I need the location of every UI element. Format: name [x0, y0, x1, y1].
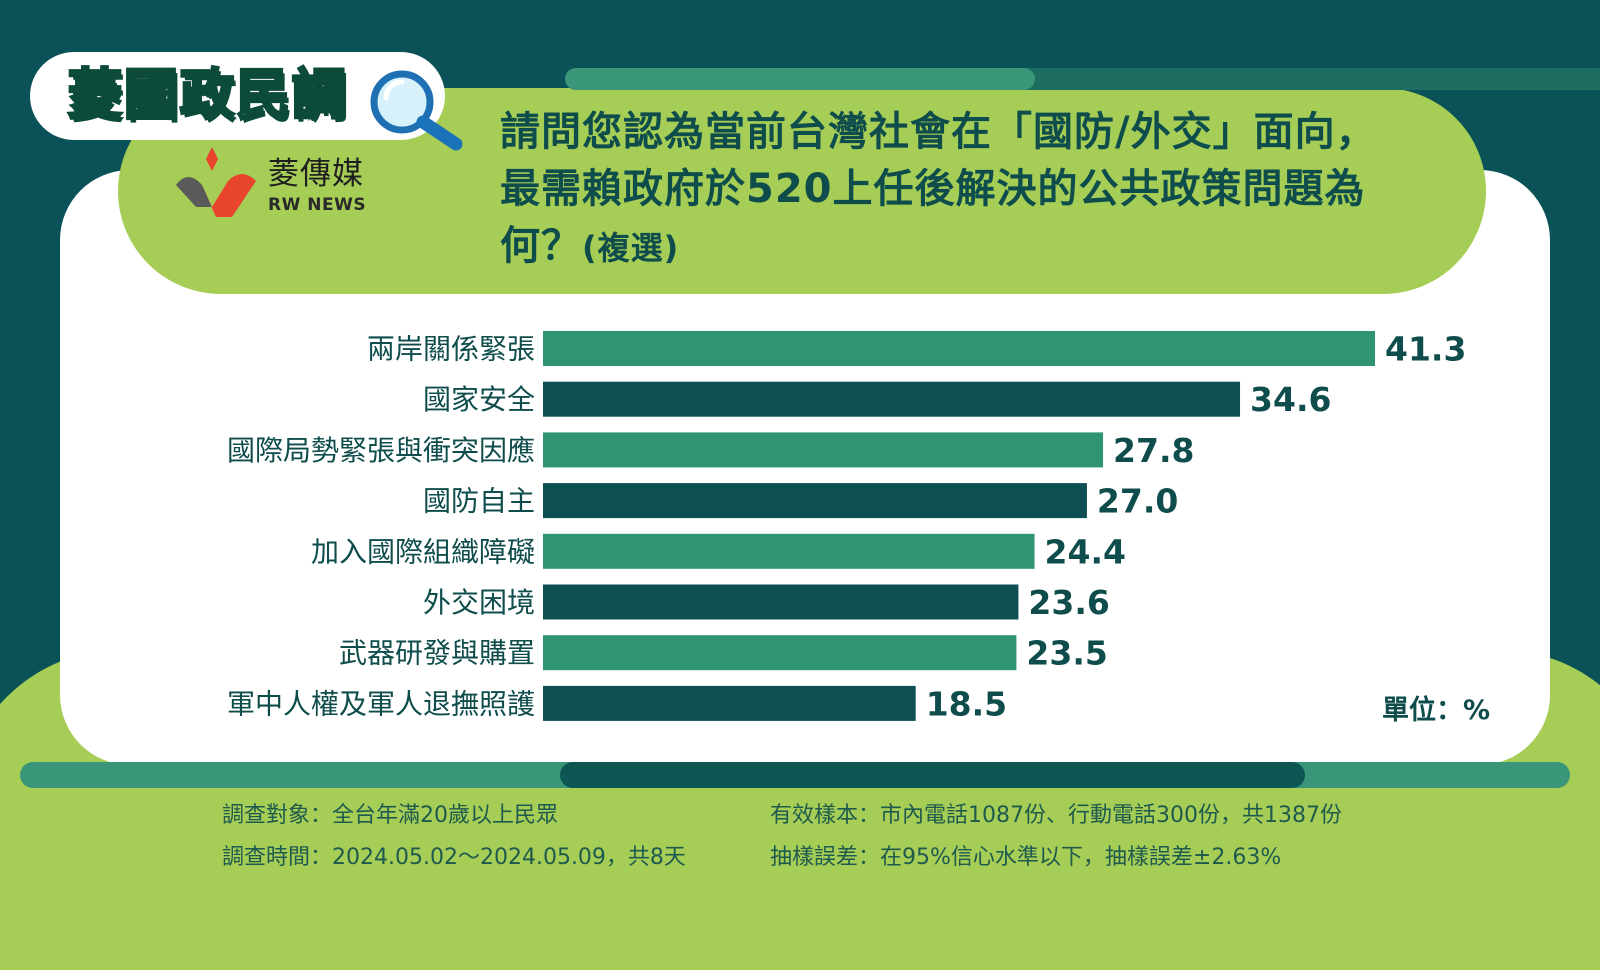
value-label-3: 27.8: [1113, 431, 1194, 470]
category-label-8: 軍中人權及軍人退撫照護: [227, 687, 535, 720]
value-label-1: 41.3: [1385, 330, 1466, 369]
category-label-2: 國家安全: [423, 383, 535, 416]
category-label-4: 國防自主: [423, 485, 535, 518]
bar-6: [543, 584, 1019, 620]
footer-period: 調查時間：2024.05.02～2024.05.09，共8天: [222, 845, 686, 870]
category-label-1: 兩岸關係緊張: [367, 333, 535, 366]
rw-news-logo-icon: [176, 147, 256, 217]
value-label-6: 23.6: [1028, 583, 1109, 622]
bar-8: [543, 685, 916, 721]
value-label-5: 24.4: [1045, 532, 1126, 571]
bar-7: [543, 635, 1017, 671]
survey-question: 請問您認為當前台灣社會在「國防/外交」面向，最需賴政府於520上任後解決的公共政…: [500, 104, 1380, 277]
category-label-5: 加入國際組織障礙: [311, 535, 535, 568]
poll-badge-title: 菱國政民調: [67, 62, 348, 128]
footer-target: 調查對象：全台年滿20歲以上民眾: [222, 803, 558, 828]
footer-error: 抽樣誤差：在95%信心水準以下，抽樣誤差±2.63%: [770, 845, 1282, 870]
bottom-divider-bar-dark: [560, 762, 1305, 788]
bar-3: [543, 432, 1104, 468]
magnifier-icon: [370, 70, 463, 151]
category-label-6: 外交困境: [423, 586, 535, 619]
question-suffix: (複選): [582, 229, 680, 267]
unit-label: 單位：%: [1382, 695, 1491, 726]
bar-2: [543, 381, 1241, 417]
value-label-2: 34.6: [1250, 380, 1331, 419]
bar-1: [543, 331, 1375, 366]
bar-4: [543, 483, 1087, 519]
category-label-7: 武器研發與購置: [339, 637, 535, 670]
bar-chart: 兩岸關係緊張 41.3 國家安全 34.6 國際局勢緊張與衝突因應 27.8 國防自主 27.…: [227, 330, 1466, 724]
value-label-7: 23.5: [1026, 634, 1107, 673]
value-label-8: 18.5: [926, 684, 1007, 723]
footer-sample: 有效樣本：市內電話1087份、行動電話300份，共1387份: [770, 803, 1342, 828]
question-text: 請問您認為當前台灣社會在「國防/外交」面向，最需賴政府於520上任後解決的公共政…: [500, 109, 1377, 269]
value-label-4: 27.0: [1097, 482, 1178, 521]
logo-english-name: RW NEWS: [268, 195, 367, 215]
category-label-3: 國際局勢緊張與衝突因應: [227, 434, 535, 467]
bar-5: [543, 533, 1035, 569]
top-stripe-highlight: [565, 68, 1035, 90]
logo-chinese-name: 菱傳媒: [268, 156, 364, 192]
